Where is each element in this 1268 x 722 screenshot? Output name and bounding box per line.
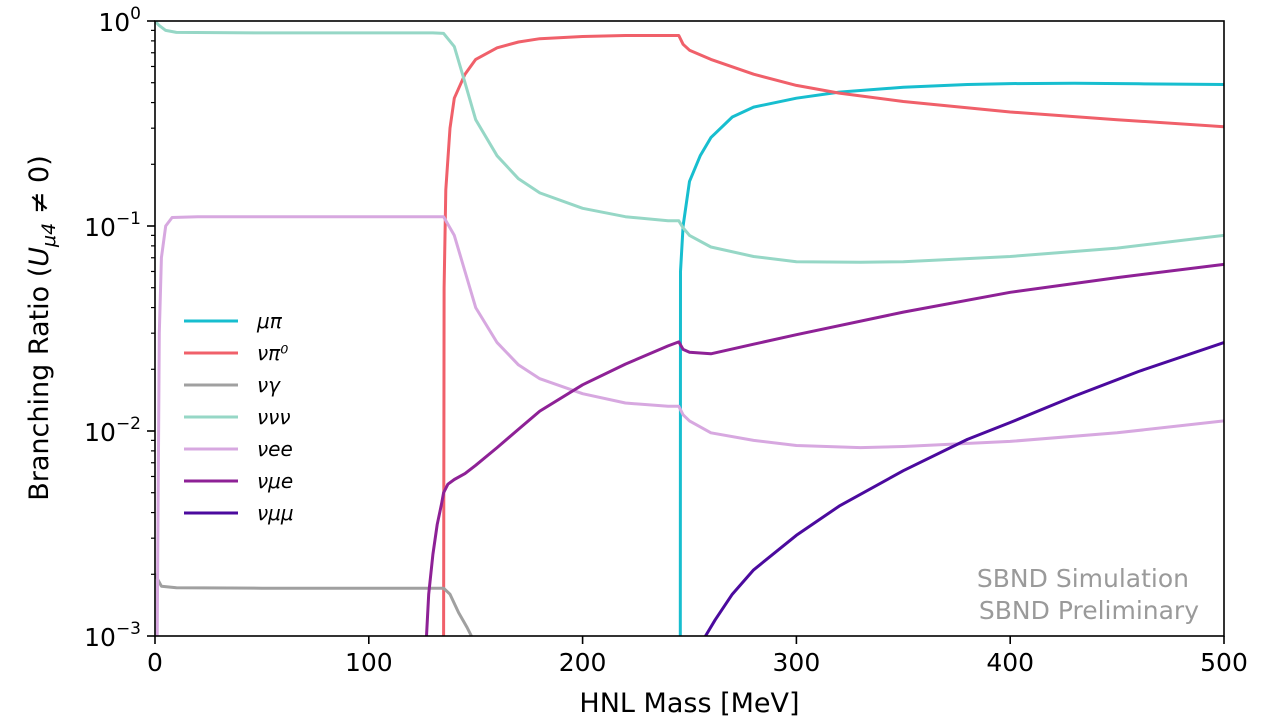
series-line-0 — [678, 81, 1224, 636]
series-line-5 — [425, 262, 1224, 636]
legend-label-5: νμe — [257, 469, 293, 493]
x-axis-label: HNL Mass [MeV] — [579, 688, 799, 719]
legend-label-0: μπ — [256, 309, 283, 333]
legend-label-6: νμμ — [257, 501, 294, 525]
x-tick-label: 200 — [559, 648, 607, 677]
annotation-sbnd-preliminary: SBND Preliminary — [979, 596, 1199, 625]
legend-label-3: ννν — [257, 405, 291, 429]
legend-label-4: νee — [257, 437, 293, 461]
y-tick-label: 10−3 — [84, 619, 141, 652]
annotation-sbnd-simulation: SBND Simulation — [977, 564, 1189, 593]
y-tick-label: 100 — [98, 4, 141, 37]
series-line-3 — [155, 21, 1224, 264]
series-line-1 — [442, 34, 1224, 636]
series-line-2 — [155, 572, 473, 636]
plot-frame — [154, 20, 1225, 637]
y-axis-label: Branching Ratio (Uμ4 ≠ 0) — [24, 155, 60, 500]
x-tick-label: 0 — [147, 648, 163, 677]
x-tick-label: 100 — [345, 648, 393, 677]
x-tick-label: 500 — [1200, 648, 1248, 677]
y-axis: 100 10−1 10−2 10−3 — [84, 4, 155, 652]
y-tick-label: 10−1 — [84, 209, 141, 242]
x-axis: 0 100 200 300 400 500 — [147, 636, 1248, 677]
legend-label-2: νγ — [257, 373, 281, 397]
legend-label-1: νπ⁰ — [257, 341, 288, 365]
x-tick-label: 300 — [773, 648, 821, 677]
series-lines — [155, 21, 1224, 636]
series-line-4 — [155, 215, 1224, 636]
y-tick-label: 10−2 — [84, 414, 141, 447]
x-tick-label: 400 — [986, 648, 1034, 677]
legend: μπ νπ⁰ νγ ννν νee νμe νμμ — [184, 309, 294, 525]
series-line-6 — [704, 341, 1224, 636]
